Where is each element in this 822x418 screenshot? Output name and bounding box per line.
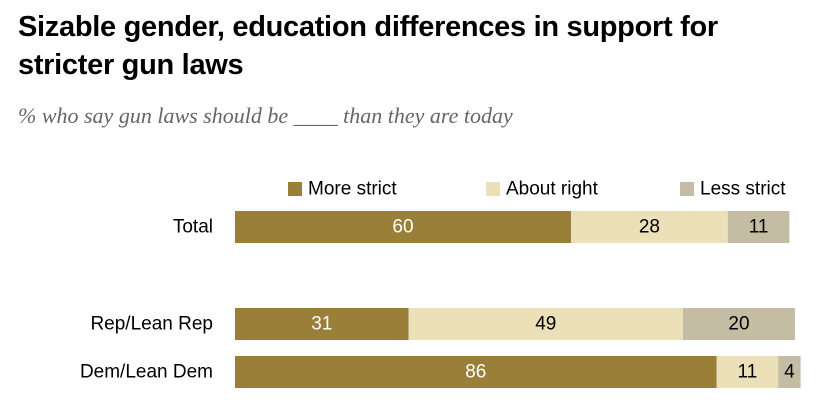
legend-item: About right (486, 179, 599, 200)
category-label: Rep/Lean Rep (90, 314, 213, 335)
category-label: Total (173, 217, 213, 238)
bar-row: Total 60 28 11 (173, 211, 790, 243)
bar-segment (716, 356, 779, 388)
bar-segment (778, 356, 801, 388)
data-label: 20 (728, 314, 749, 335)
legend-swatch (680, 182, 694, 196)
legend-item: Less strict (680, 179, 786, 200)
bar-row: Rep/Lean Rep 31 49 20 (90, 308, 795, 340)
legend-label: About right (506, 179, 599, 200)
bar-row: Dem/Lean Dem 86 11 4 (80, 356, 801, 388)
legend-swatch (288, 182, 302, 196)
legend-label: Less strict (700, 179, 786, 200)
chart-rows: Total 60 28 11 Rep/Lean Rep 31 49 20 Dem/Lean De… (80, 211, 801, 388)
legend-item: More strict (288, 179, 397, 200)
data-label: 28 (639, 217, 660, 238)
bar-segment (235, 308, 409, 340)
bar-segment (235, 211, 571, 243)
bar-segment (408, 308, 683, 340)
chart-subtitle: % who say gun laws should be ____ than t… (18, 103, 513, 128)
data-label: 11 (738, 362, 758, 383)
legend-label: More strict (308, 179, 397, 200)
data-label: 60 (392, 217, 413, 238)
category-label: Dem/Lean Dem (80, 362, 213, 383)
data-label: 49 (535, 314, 556, 335)
bar-segment (571, 211, 728, 243)
data-label: 31 (311, 314, 332, 335)
data-label: 11 (749, 217, 769, 238)
chart-title: Sizable gender, education differences in… (18, 11, 718, 81)
legend-swatch (486, 182, 500, 196)
data-label: 86 (465, 362, 486, 383)
bar-segment (727, 211, 790, 243)
bar-segment (683, 308, 795, 340)
data-label: 4 (784, 362, 795, 383)
legend: More strict About right Less strict (288, 179, 786, 200)
bar-segment (235, 356, 717, 388)
